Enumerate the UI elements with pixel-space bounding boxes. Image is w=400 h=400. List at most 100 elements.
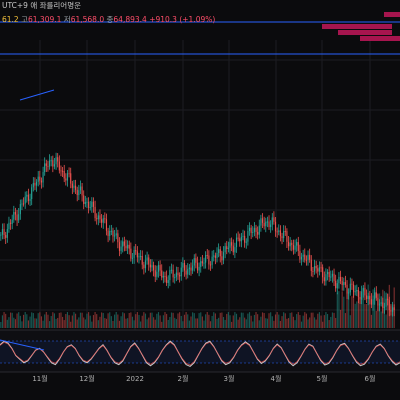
volume-bar <box>317 313 319 328</box>
volume-bar <box>226 313 228 328</box>
candle-body <box>153 265 155 271</box>
x-tick-label: 3월 <box>224 374 235 383</box>
candle-body <box>24 196 26 204</box>
volume-bar <box>136 312 138 328</box>
volume-bar <box>192 312 194 328</box>
candle-body <box>133 250 135 258</box>
candle-body <box>68 173 70 175</box>
candle-body <box>172 269 174 278</box>
volume-bar <box>338 291 340 328</box>
volume-bar <box>148 317 150 328</box>
volume-bar <box>128 312 130 328</box>
volume-bar <box>68 315 70 328</box>
candle-body <box>66 173 69 181</box>
volume-bar <box>252 321 254 328</box>
candle-body <box>118 242 121 251</box>
candle-body <box>257 231 259 235</box>
candle-body <box>101 219 103 223</box>
candle-body <box>188 267 190 270</box>
candle-body <box>84 202 86 204</box>
candle-body <box>40 180 43 183</box>
candle-body <box>57 157 59 162</box>
volume-bar <box>71 315 73 328</box>
low-label: 저 <box>63 15 71 24</box>
volume-bar <box>369 295 371 328</box>
candle-body <box>261 218 264 223</box>
candle-body <box>274 221 277 232</box>
trendline <box>19 89 55 101</box>
candle-body <box>300 256 303 260</box>
candle-body <box>206 255 208 257</box>
volume-bar <box>3 312 5 328</box>
volume-bar <box>47 314 49 328</box>
volume-bar <box>265 318 267 328</box>
volume-bar <box>359 300 361 328</box>
candle-body <box>317 268 319 272</box>
volume-bar <box>390 306 392 328</box>
candle-body <box>0 234 2 236</box>
candle-body <box>265 221 267 227</box>
volume-bar <box>356 301 358 328</box>
change-value: +910.3 (+1.09%) <box>149 15 216 24</box>
candle-body <box>9 222 12 224</box>
candle-body <box>130 248 132 259</box>
volume-bar <box>151 312 153 328</box>
volume-bar <box>307 319 309 328</box>
candle-body <box>224 246 226 253</box>
volume-bar <box>45 312 47 328</box>
candle-body <box>11 219 13 224</box>
volume-bar <box>75 313 77 328</box>
volume-bar <box>188 320 190 328</box>
high-value: 61,309.1 <box>28 15 62 24</box>
profile-bar <box>338 30 392 35</box>
volume-bar <box>195 318 197 328</box>
candle-body <box>263 222 265 227</box>
volume-bar <box>162 315 164 328</box>
volume-bar <box>387 293 389 328</box>
candle-body <box>385 298 387 307</box>
volume-bar <box>89 315 91 328</box>
volume-bar <box>331 312 333 328</box>
candle-body <box>361 291 363 300</box>
volume-bar <box>18 312 20 328</box>
candle-body <box>310 259 312 271</box>
candle-body <box>81 186 83 196</box>
candle-body <box>346 284 348 294</box>
candle-body <box>294 245 296 250</box>
low-value: 61,568.0 <box>70 15 105 24</box>
volume-bar <box>380 311 382 328</box>
volume-bar <box>382 289 384 328</box>
volume-bar <box>237 319 239 328</box>
candle-body <box>190 267 192 271</box>
volume-bar <box>66 312 69 328</box>
candle-body <box>127 244 129 249</box>
volume-bar <box>248 312 251 328</box>
volume-bar <box>261 312 264 328</box>
volume-bar <box>42 320 44 328</box>
volume-bar <box>276 312 278 328</box>
volume-bar <box>224 319 226 328</box>
volume-bar <box>266 318 268 328</box>
candle-body <box>91 201 93 208</box>
volume-bar <box>167 319 169 328</box>
volume-bar <box>297 312 299 328</box>
volume-bar <box>58 312 60 328</box>
candle-body <box>141 255 143 265</box>
candle-body <box>177 272 179 276</box>
candle-body <box>175 272 177 278</box>
candle-body <box>266 221 268 223</box>
volume-bar <box>205 314 207 328</box>
candle-body <box>318 267 320 272</box>
volume-bar <box>1 315 4 328</box>
candle-body <box>343 282 345 285</box>
volume-bar <box>309 317 311 328</box>
volume-bar <box>83 317 85 328</box>
candle-body <box>44 163 46 173</box>
volume-bar <box>55 318 57 328</box>
volume-bar <box>161 321 163 328</box>
volume-bar <box>57 317 59 328</box>
volume-bar <box>344 313 346 328</box>
candle-body <box>16 214 18 221</box>
candle-body <box>333 273 335 281</box>
